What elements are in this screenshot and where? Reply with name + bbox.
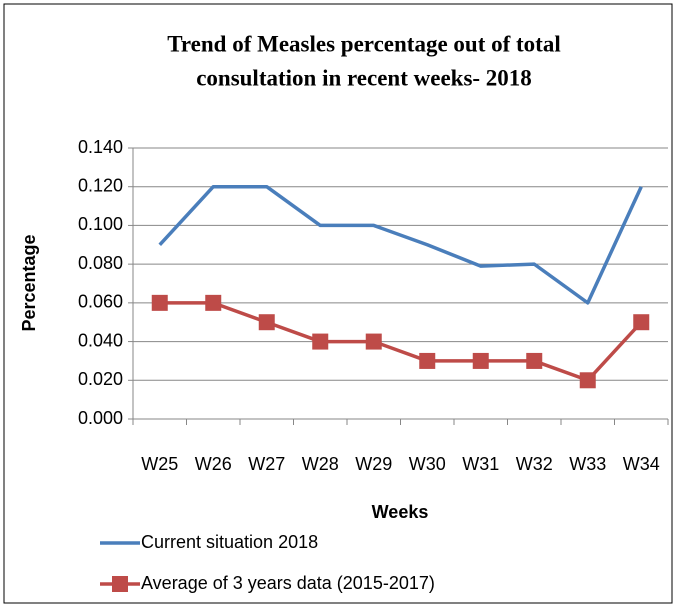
x-tick-label: W31 [462, 454, 499, 474]
marker [472, 352, 489, 369]
x-tick-label: W26 [195, 454, 232, 474]
series-line [158, 184, 643, 305]
marker [579, 372, 596, 389]
x-axis-label: Weeks [372, 502, 429, 522]
series-line [159, 301, 643, 383]
y-tick-label: 0.000 [78, 408, 123, 428]
legend-marker [112, 576, 128, 592]
y-tick-label: 0.060 [78, 292, 123, 312]
x-tick-label: W28 [302, 454, 339, 474]
y-axis-label: Percentage [19, 234, 39, 331]
y-tick-label: 0.020 [78, 369, 123, 389]
marker [419, 352, 436, 369]
y-tick-label: 0.120 [78, 175, 123, 195]
x-tick-label: W33 [569, 454, 606, 474]
x-tick-label: W32 [516, 454, 553, 474]
x-tick-label: W29 [355, 454, 392, 474]
x-tick-label: W27 [248, 454, 285, 474]
x-tick-label: W25 [141, 454, 178, 474]
chart-border [3, 3, 673, 604]
y-tick-label: 0.140 [78, 137, 123, 157]
marker [312, 333, 329, 350]
y-tick-label: 0.040 [78, 330, 123, 350]
x-tick-label: W34 [623, 454, 660, 474]
legend-label: Average of 3 years data (2015-2017) [141, 573, 435, 593]
marker [151, 294, 168, 311]
marker [633, 314, 650, 331]
legend-label: Current situation 2018 [141, 532, 318, 552]
chart-title: Trend of Measles percentage out of total [167, 31, 560, 56]
x-tick-label: W30 [409, 454, 446, 474]
y-tick-label: 0.100 [78, 214, 123, 234]
marker [205, 294, 222, 311]
marker [258, 314, 275, 331]
y-tick-label: 0.080 [78, 253, 123, 273]
marker [526, 352, 543, 369]
marker [365, 333, 382, 350]
chart-title: consultation in recent weeks- 2018 [196, 65, 532, 90]
